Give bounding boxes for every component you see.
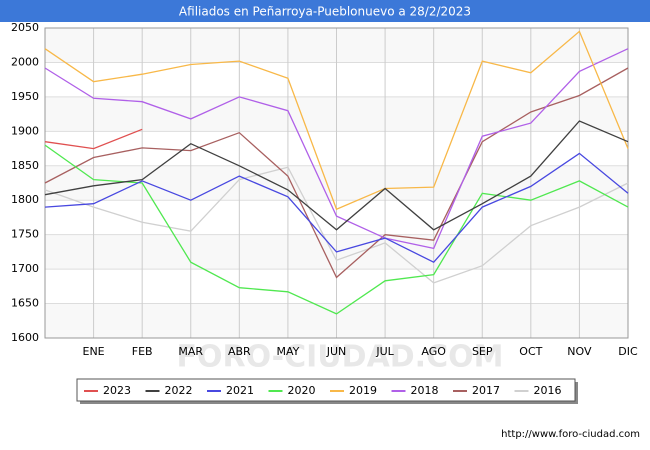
series-line (44, 67, 629, 279)
x-tick-label: AGO (421, 345, 446, 358)
source: http://www.foro-ciudad.com (501, 429, 640, 440)
legend-label: 2023 (103, 384, 131, 397)
y-tick-label: 1600 (11, 331, 39, 344)
series-line (44, 152, 629, 264)
series-line (44, 166, 629, 284)
legend-label: 2019 (349, 384, 377, 397)
x-tick-label: JUN (326, 345, 347, 358)
y-tick-label: 1800 (11, 193, 39, 206)
x-tick-label: SEP (472, 345, 493, 358)
x-tick-label: MAR (178, 345, 203, 358)
x-tick-label: MAY (276, 345, 299, 358)
chart-title: Afiliados en Peñarroya-Pueblonuevo a 28/… (179, 5, 471, 19)
x-tick-label: ENE (83, 345, 105, 358)
series-line (44, 30, 629, 211)
x-tick-label: NOV (567, 345, 592, 358)
legend-label: 2021 (226, 384, 254, 397)
legend-box (76, 378, 576, 402)
y-tick-label: 2000 (11, 55, 39, 68)
y-tick-label: 1900 (11, 124, 39, 137)
series-line (44, 48, 629, 250)
series-line (44, 120, 629, 231)
legend-label: 2016 (534, 384, 562, 397)
y-tick-label: 1700 (11, 262, 39, 275)
legend-label: 2020 (288, 384, 316, 397)
x-tick-label: FEB (132, 345, 153, 358)
y-tick-label: 1750 (11, 228, 39, 241)
x-tick-label: JUL (375, 345, 394, 358)
x-tick-label: OCT (519, 345, 542, 358)
legend-label: 2018 (411, 384, 439, 397)
legend-label: 2022 (165, 384, 193, 397)
y-tick-label: 1650 (11, 297, 39, 310)
series-line (44, 128, 143, 150)
title-bar (0, 0, 650, 22)
y-tick-label: 2050 (11, 21, 39, 34)
y-tick-label: 1950 (11, 90, 39, 103)
series-line (44, 144, 629, 315)
x-tick-label: ABR (228, 345, 251, 358)
legend-label: 2017 (472, 384, 500, 397)
x-tick-label: DIC (618, 345, 638, 358)
y-tick-label: 1850 (11, 159, 39, 172)
watermark: FORO-CIUDAD.COM (177, 340, 504, 375)
